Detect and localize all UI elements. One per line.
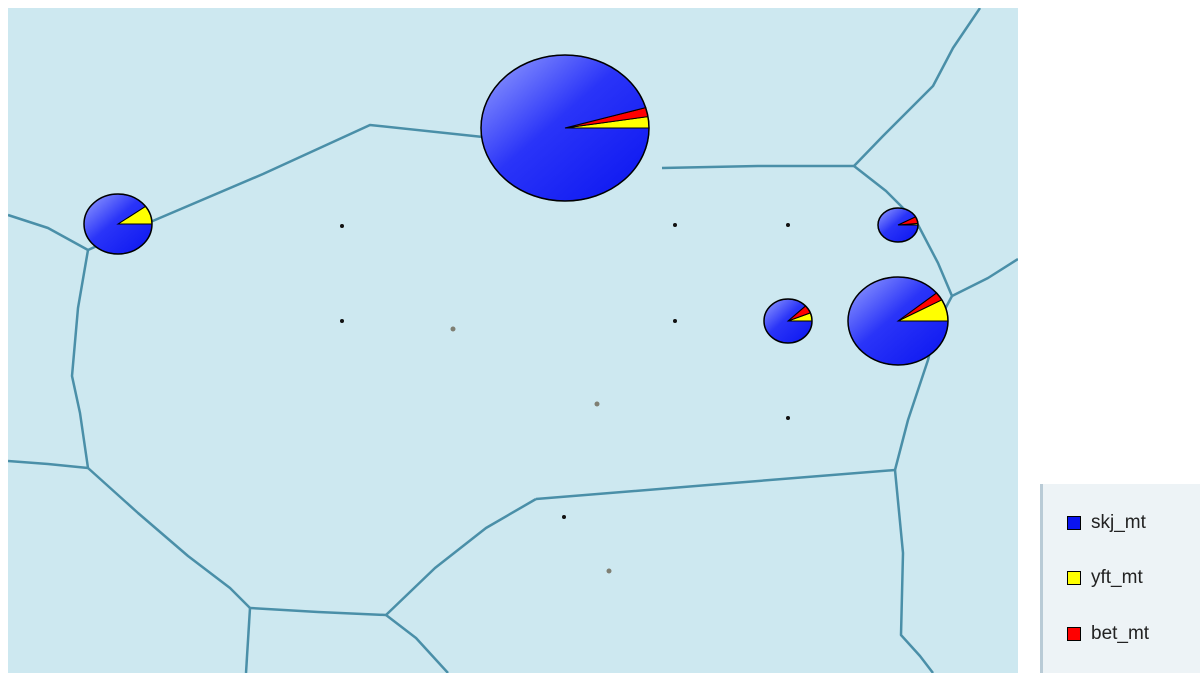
- station-dot: [562, 515, 566, 519]
- pie-outline: [763, 298, 813, 344]
- station-dot: [673, 223, 677, 227]
- boundary-line: [87, 467, 251, 609]
- boundary-line: [244, 607, 252, 673]
- legend-item-yft: yft_mt: [1067, 566, 1143, 590]
- legend-label-skj: skj_mt: [1091, 512, 1146, 533]
- pie-outline: [847, 276, 949, 366]
- pie-outline: [83, 193, 153, 255]
- legend-item-skj: skj_mt: [1067, 511, 1146, 535]
- boundary-line: [385, 614, 449, 673]
- boundary-line: [8, 459, 89, 470]
- boundary-line: [535, 468, 896, 501]
- boundary-line: [661, 164, 854, 170]
- catch-pie-north-center[interactable]: [480, 54, 650, 202]
- catch-pie-west[interactable]: [83, 193, 153, 255]
- legend-swatch-skj: [1067, 516, 1081, 530]
- station-dots: [340, 223, 790, 574]
- pie-slice-skj: [480, 54, 650, 202]
- station-dot: [340, 319, 344, 323]
- boundary-line: [951, 257, 1018, 298]
- catch-pie-east-large[interactable]: [847, 276, 949, 366]
- legend-label-yft: yft_mt: [1091, 567, 1143, 588]
- boundary-line: [893, 469, 934, 673]
- boundary-line: [385, 497, 537, 616]
- legend-swatch-bet: [1067, 627, 1081, 641]
- map-panel[interactable]: [8, 8, 1018, 673]
- catch-pies: [83, 54, 949, 366]
- pie-outline: [877, 207, 919, 243]
- legend-label-bet: bet_mt: [1091, 623, 1150, 644]
- station-dot: [606, 568, 612, 574]
- zone-boundaries: [8, 8, 1018, 673]
- station-dot: [340, 224, 344, 228]
- station-dot: [673, 319, 677, 323]
- catch-pie-east-upper[interactable]: [877, 207, 919, 243]
- catch-pie-east-middle[interactable]: [763, 298, 813, 344]
- legend-item-bet: bet_mt: [1067, 622, 1149, 646]
- legend-swatch-yft: [1067, 571, 1081, 585]
- legend-panel: skj_mt yft_mt bet_mt: [1040, 484, 1200, 673]
- pie-outline: [480, 54, 650, 202]
- boundary-line: [70, 249, 90, 469]
- station-dot: [450, 326, 456, 332]
- map-canvas[interactable]: [8, 8, 1018, 673]
- station-dot: [594, 401, 600, 407]
- station-dot: [786, 416, 790, 420]
- boundary-line: [853, 8, 982, 167]
- station-dot: [786, 223, 790, 227]
- boundary-line: [8, 213, 89, 252]
- boundary-line: [249, 606, 387, 617]
